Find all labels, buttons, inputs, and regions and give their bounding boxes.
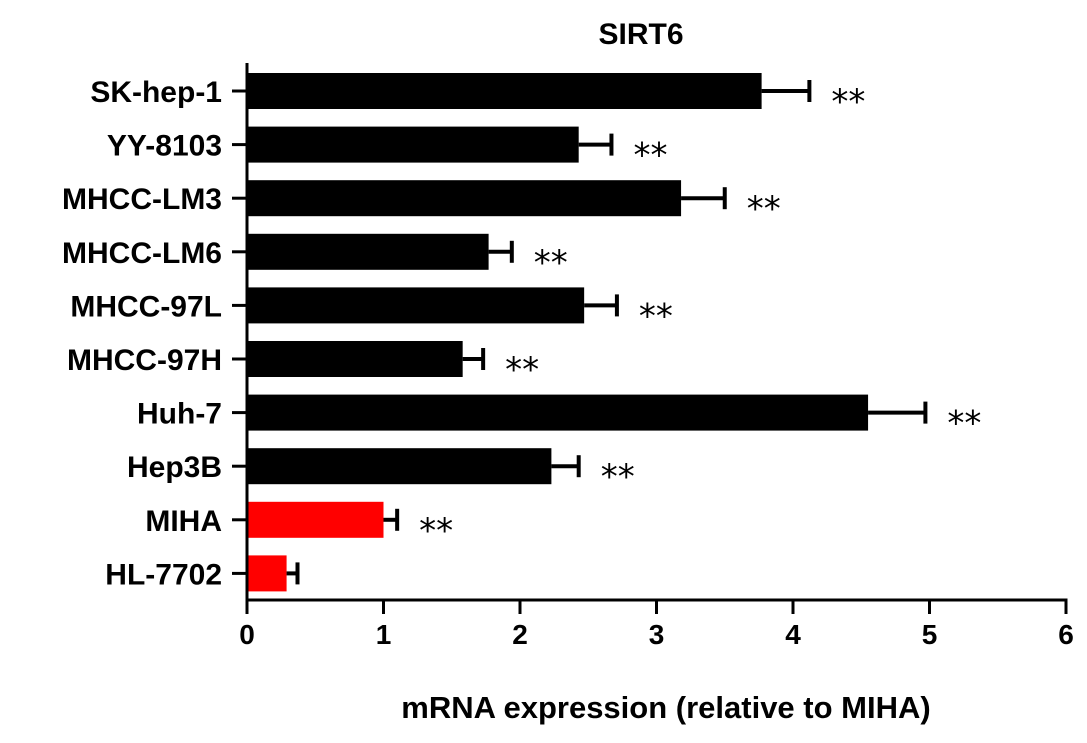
bar-MHCC-LM3 <box>247 180 682 217</box>
chart-title: SIRT6 <box>598 18 683 51</box>
category-label-Hep3B: Hep3B <box>127 451 222 484</box>
x-tick-label-2: 2 <box>512 619 528 650</box>
significance-marker-SK-hep-1: ** <box>831 82 865 122</box>
bar-Hep3B <box>247 448 552 485</box>
category-label-MHCC-97L: MHCC-97L <box>70 290 222 323</box>
x-tick-label-4: 4 <box>785 619 801 650</box>
x-tick-label-3: 3 <box>649 619 665 650</box>
category-label-MHCC-LM6: MHCC-LM6 <box>62 237 222 270</box>
bar-HL-7702 <box>247 555 287 592</box>
x-tick-label-0: 0 <box>239 619 255 650</box>
significance-marker-Huh-7: ** <box>947 404 981 444</box>
bar-Huh-7 <box>247 394 869 431</box>
bar-MHCC-97L <box>247 287 585 324</box>
category-label-MHCC-97H: MHCC-97H <box>67 344 222 377</box>
category-label-Huh-7: Huh-7 <box>137 398 222 431</box>
bar-MIHA <box>247 501 384 538</box>
significance-marker-MHCC-97L: ** <box>639 296 673 336</box>
axes-layer: SK-hep-1 YY-8103 MHCC-LM3 MHCC-LM6 MHCC-97L M… <box>62 63 1074 650</box>
bar-MHCC-97H <box>247 341 463 377</box>
x-tick-label-5: 5 <box>922 619 938 650</box>
x-tick-label-1: 1 <box>376 619 392 650</box>
significance-marker-MHCC-LM3: ** <box>747 189 781 229</box>
significance-marker-YY-8103: ** <box>633 136 667 176</box>
x-tick-label-6: 6 <box>1058 619 1074 650</box>
bars-layer: ** ** ** ** ** ** ** ** ** <box>247 73 981 592</box>
category-label-MIHA: MIHA <box>145 505 222 538</box>
significance-marker-MHCC-97H: ** <box>505 350 539 390</box>
category-label-MHCC-LM3: MHCC-LM3 <box>62 183 222 216</box>
bar-SK-hep-1 <box>247 73 762 109</box>
category-label-SK-hep-1: SK-hep-1 <box>90 76 222 109</box>
x-axis-title: mRNA expression (relative to MIHA) <box>401 690 930 725</box>
significance-marker-MIHA: ** <box>419 511 453 551</box>
bar-MHCC-LM6 <box>247 233 489 270</box>
bar-YY-8103 <box>247 126 579 163</box>
significance-marker-Hep3B: ** <box>601 457 635 497</box>
category-label-HL-7702: HL-7702 <box>105 558 222 591</box>
significance-marker-MHCC-LM6: ** <box>534 243 568 283</box>
category-label-YY-8103: YY-8103 <box>107 130 222 163</box>
